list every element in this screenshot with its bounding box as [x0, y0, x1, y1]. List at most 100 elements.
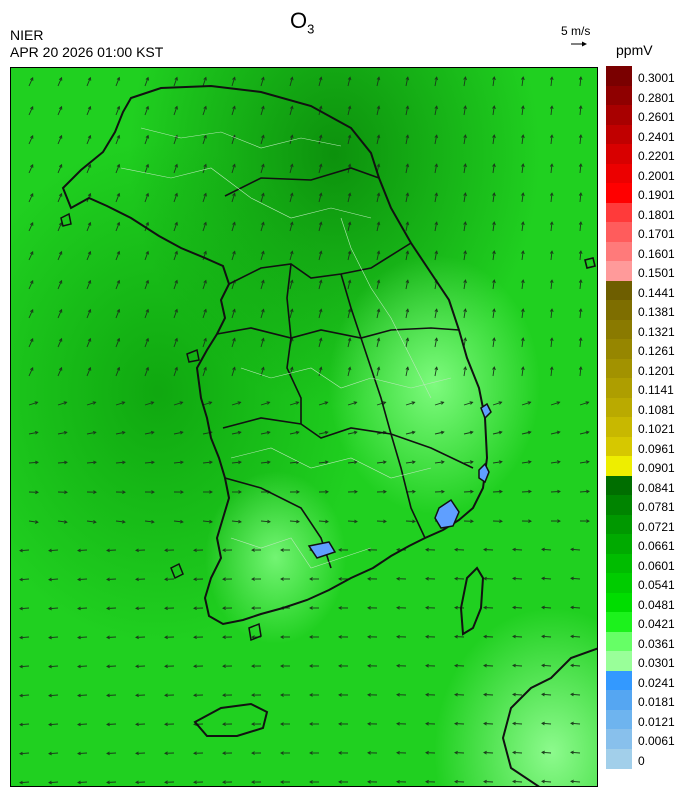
wind-vector-head-icon: [376, 279, 381, 284]
wind-vector-head-icon: [145, 250, 150, 255]
wind-vector-head-icon: [463, 337, 467, 342]
wind-vector-head-icon: [396, 750, 400, 755]
wind-vector-head-icon: [116, 337, 121, 342]
wind-vector-head-icon: [174, 366, 178, 371]
wind-vector-head-icon: [541, 692, 545, 697]
wind-vector-arrow-icon: [492, 367, 495, 377]
wind-vector-head-icon: [135, 751, 139, 756]
wind-vector-head-icon: [440, 430, 445, 435]
wind-vector-arrow-icon: [86, 106, 91, 116]
wind-vector-head-icon: [338, 635, 342, 639]
wind-vector-head-icon: [463, 163, 467, 168]
wind-vector-head-icon: [405, 279, 410, 284]
wind-vector-head-icon: [19, 751, 23, 756]
wind-vector-head-icon: [463, 134, 467, 139]
wind-vector-head-icon: [405, 337, 410, 342]
wind-vector-arrow-icon: [541, 548, 552, 551]
wind-vector-head-icon: [19, 606, 23, 611]
wind-vector-head-icon: [208, 401, 213, 405]
wind-vector-head-icon: [512, 605, 516, 610]
wind-vector-head-icon: [367, 664, 371, 668]
wind-vector-head-icon: [151, 490, 155, 494]
wind-vector-arrow-icon: [483, 549, 494, 551]
wind-vector-arrow-icon: [57, 367, 63, 377]
wind-vector-head-icon: [499, 489, 503, 494]
wind-vector-head-icon: [425, 750, 429, 755]
wind-vector-arrow-icon: [144, 461, 155, 464]
wind-vector-head-icon: [318, 105, 323, 110]
wind-vector-head-icon: [280, 722, 284, 726]
wind-vector-head-icon: [164, 751, 168, 756]
wind-vector-arrow-icon: [347, 77, 351, 87]
wind-vector-arrow-icon: [347, 193, 351, 203]
wind-vector-head-icon: [77, 722, 81, 727]
wind-vector-head-icon: [251, 664, 255, 668]
wind-vector-head-icon: [164, 606, 168, 611]
wind-vector-head-icon: [34, 401, 39, 405]
wind-vector-head-icon: [521, 192, 525, 197]
wind-vector-arrow-icon: [106, 578, 117, 580]
wind-vector-arrow-icon: [579, 308, 582, 319]
wind-vector-arrow-icon: [376, 222, 380, 232]
wind-vector-arrow-icon: [173, 251, 178, 261]
wind-vector-head-icon: [347, 250, 352, 255]
wind-vector-head-icon: [150, 430, 155, 435]
colorbar-segment: [606, 514, 632, 535]
wind-vector-arrow-icon: [512, 635, 523, 638]
colorbar-tick-label: 0.0121: [638, 714, 675, 729]
wind-vector-head-icon: [454, 721, 458, 726]
wind-vector-arrow-icon: [173, 520, 183, 523]
wind-vector-arrow-icon: [173, 222, 178, 232]
wind-vector-head-icon: [87, 366, 92, 371]
wind-vector-arrow-icon: [289, 164, 293, 174]
wind-vector-head-icon: [261, 76, 265, 81]
wind-vector-head-icon: [19, 577, 23, 582]
wind-vector-head-icon: [116, 308, 121, 313]
wind-vector-head-icon: [77, 664, 81, 669]
wind-vector-arrow-icon: [347, 461, 357, 464]
jeju-island: [193, 702, 269, 737]
wind-vector-head-icon: [77, 751, 81, 756]
wind-vector-arrow-icon: [144, 367, 149, 377]
wind-vector-arrow-icon: [86, 77, 91, 87]
wind-vector-arrow-icon: [173, 193, 178, 203]
wind-vector-arrow-icon: [579, 337, 582, 348]
wind-vector-arrow-icon: [231, 193, 236, 203]
wind-vector-head-icon: [469, 430, 474, 435]
wind-vector-arrow-icon: [115, 222, 120, 232]
wind-vector-arrow-icon: [579, 76, 582, 87]
map-canvas: [11, 68, 597, 786]
wind-vector-head-icon: [58, 308, 63, 313]
ozone-map[interactable]: [10, 67, 598, 787]
wind-vector-arrow-icon: [579, 134, 582, 145]
wind-vector-arrow-icon: [347, 280, 351, 290]
wind-vector-head-icon: [30, 366, 34, 371]
wind-vector-head-icon: [309, 606, 313, 610]
wind-vector-head-icon: [309, 722, 313, 726]
colorbar-segment: [606, 612, 632, 632]
wind-vector-head-icon: [512, 634, 516, 639]
wind-vector-head-icon: [58, 134, 63, 139]
wind-vector-head-icon: [347, 337, 352, 342]
wind-vector-head-icon: [116, 192, 121, 197]
wind-vector-head-icon: [93, 490, 97, 494]
wind-vector-head-icon: [338, 606, 342, 610]
wind-vector-head-icon: [463, 192, 467, 197]
wind-vector-head-icon: [376, 134, 381, 139]
wind-vector-arrow-icon: [405, 520, 416, 522]
wind-vector-head-icon: [367, 577, 371, 581]
wind-vector-arrow-icon: [434, 77, 438, 87]
wind-vector-arrow-icon: [463, 193, 466, 203]
wind-vector-arrow-icon: [289, 77, 293, 87]
wind-vector-arrow-icon: [550, 431, 560, 435]
wind-vector-head-icon: [309, 635, 313, 639]
wind-vector-head-icon: [425, 779, 429, 784]
wind-vector-arrow-icon: [405, 280, 409, 290]
wind-vector-arrow-icon: [289, 401, 299, 406]
wind-vector-head-icon: [58, 366, 63, 371]
wind-vector-head-icon: [354, 489, 358, 494]
wind-vector-arrow-icon: [231, 338, 236, 348]
wind-vector-arrow-icon: [289, 222, 293, 232]
wind-vector-head-icon: [174, 192, 178, 197]
wind-vector-arrow-icon: [202, 367, 207, 377]
